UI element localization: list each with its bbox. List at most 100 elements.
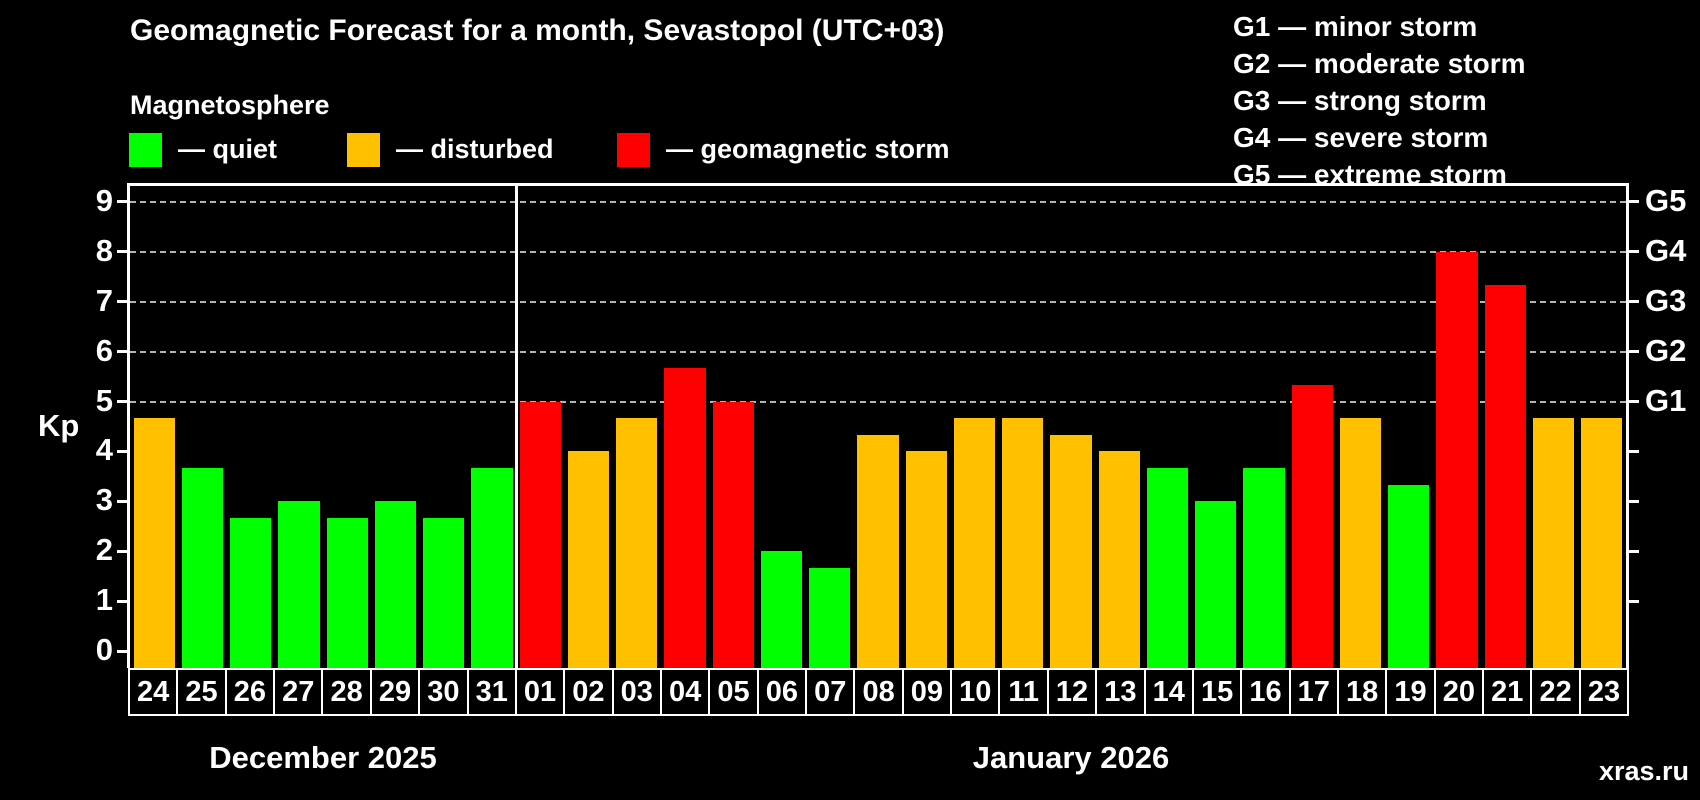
plot-area xyxy=(127,183,1629,668)
y-axis-title: Kp xyxy=(38,408,80,443)
y-tick-label-1: 1 xyxy=(95,582,113,618)
day-label-20: 20 xyxy=(1433,668,1485,716)
y-tick-1 xyxy=(117,599,130,603)
kp-bar-30 xyxy=(423,517,465,668)
kp-bar-26 xyxy=(230,517,272,668)
day-label-16: 16 xyxy=(1240,668,1291,716)
kp-bar-13 xyxy=(1098,451,1140,668)
right-axis-label-G3: G3 xyxy=(1645,282,1687,318)
right-axis-label-G5: G5 xyxy=(1645,182,1687,218)
y-tick-6 xyxy=(117,350,130,354)
right-tick-8 xyxy=(1626,250,1639,254)
right-tick-4 xyxy=(1626,449,1639,453)
kp-bar-28 xyxy=(326,517,368,668)
day-label-14: 14 xyxy=(1143,668,1194,716)
g-legend-line: G1 — minor storm xyxy=(1233,11,1478,42)
legend-item-quiet: — quiet xyxy=(129,132,277,167)
right-tick-6 xyxy=(1626,350,1639,354)
day-label-22: 22 xyxy=(1530,668,1581,716)
month-label-january: January 2026 xyxy=(972,740,1170,775)
legend-item-disturbed: — disturbed xyxy=(347,132,554,167)
y-tick-label-5: 5 xyxy=(95,382,113,418)
day-label-13: 13 xyxy=(1095,668,1146,716)
day-label-09: 09 xyxy=(901,668,953,716)
gridline-kp9 xyxy=(130,200,1626,203)
day-label-29: 29 xyxy=(369,668,421,716)
y-tick-5 xyxy=(117,400,130,403)
right-tick-1 xyxy=(1626,599,1639,603)
y-tick-label-9: 9 xyxy=(95,182,113,218)
kp-bar-17 xyxy=(1291,385,1333,668)
right-axis-label-G4: G4 xyxy=(1645,232,1687,268)
y-tick-label-0: 0 xyxy=(95,632,113,667)
legend-label-storm: — geomagnetic storm xyxy=(666,134,950,164)
kp-bar-05 xyxy=(712,401,754,668)
y-tick-label-8: 8 xyxy=(95,232,113,268)
legend-label-disturbed: — disturbed xyxy=(396,134,554,164)
right-tick-5 xyxy=(1626,400,1639,403)
right-tick-7 xyxy=(1626,300,1639,304)
kp-bar-16 xyxy=(1243,467,1285,668)
kp-bar-06 xyxy=(760,551,803,668)
gridline-kp5 xyxy=(130,400,1626,403)
y-tick-label-3: 3 xyxy=(95,482,113,518)
g-scale-legend: G1 — minor storm G2 — moderate storm G3 — … xyxy=(1233,8,1526,193)
day-label-17: 17 xyxy=(1288,668,1339,716)
watermark: xras.ru xyxy=(1598,756,1689,786)
day-label-30: 30 xyxy=(418,668,469,716)
kp-bar-01 xyxy=(519,401,561,668)
kp-bar-27 xyxy=(278,501,320,668)
day-label-19: 19 xyxy=(1385,668,1436,716)
day-label-25: 25 xyxy=(176,668,227,716)
day-label-24: 24 xyxy=(128,668,179,716)
y-tick-label-4: 4 xyxy=(95,432,113,468)
right-tick-9 xyxy=(1626,200,1639,204)
day-label-07: 07 xyxy=(805,668,856,716)
day-label-04: 04 xyxy=(659,668,711,716)
y-tick-9 xyxy=(117,200,130,204)
y-tick-4 xyxy=(117,449,130,453)
day-label-06: 06 xyxy=(756,668,808,716)
g-legend-line: G4 — severe storm xyxy=(1233,122,1489,153)
kp-bar-24 xyxy=(133,417,175,668)
right-tick-3 xyxy=(1626,499,1639,503)
quiet-color-swatch xyxy=(129,132,162,167)
kp-bar-25 xyxy=(181,467,223,668)
day-label-02: 02 xyxy=(563,668,614,716)
disturbed-color-swatch xyxy=(347,132,380,167)
y-tick-3 xyxy=(117,499,130,503)
right-axis-label-G2: G2 xyxy=(1645,332,1687,368)
kp-bar-04 xyxy=(664,368,706,668)
y-tick-8 xyxy=(117,250,130,254)
day-label-10: 10 xyxy=(950,668,1001,716)
kp-bar-20 xyxy=(1436,251,1478,668)
gridline-kp7 xyxy=(130,300,1626,303)
kp-bar-31 xyxy=(471,467,513,668)
kp-bar-07 xyxy=(809,567,851,668)
legend-label-quiet: — quiet xyxy=(178,134,277,164)
kp-bar-18 xyxy=(1339,417,1382,668)
gridline-kp8 xyxy=(130,250,1626,253)
day-label-27: 27 xyxy=(273,668,324,716)
kp-bar-21 xyxy=(1484,285,1526,668)
kp-bar-23 xyxy=(1581,417,1623,668)
kp-bar-10 xyxy=(953,417,996,668)
day-label-31: 31 xyxy=(466,668,517,716)
legend-item-storm: — geomagnetic storm xyxy=(617,132,950,167)
y-tick-0 xyxy=(117,649,130,653)
day-label-03: 03 xyxy=(611,668,662,716)
day-label-12: 12 xyxy=(1046,668,1098,716)
day-label-26: 26 xyxy=(224,668,276,716)
storm-color-swatch xyxy=(617,132,650,167)
gridline-kp6 xyxy=(130,350,1626,353)
kp-bar-11 xyxy=(1002,417,1044,668)
kp-bar-29 xyxy=(374,501,417,668)
kp-bar-02 xyxy=(567,451,610,668)
day-label-05: 05 xyxy=(708,668,759,716)
kp-bar-15 xyxy=(1195,501,1237,668)
y-tick-2 xyxy=(117,549,130,553)
g-legend-line: G2 — moderate storm xyxy=(1233,48,1526,79)
day-label-row: 24 25 26 27 28 29 30 31 01 02 03 04 05 06 07 08 09 10 11 12… xyxy=(128,668,1630,716)
day-label-08: 08 xyxy=(853,668,904,716)
